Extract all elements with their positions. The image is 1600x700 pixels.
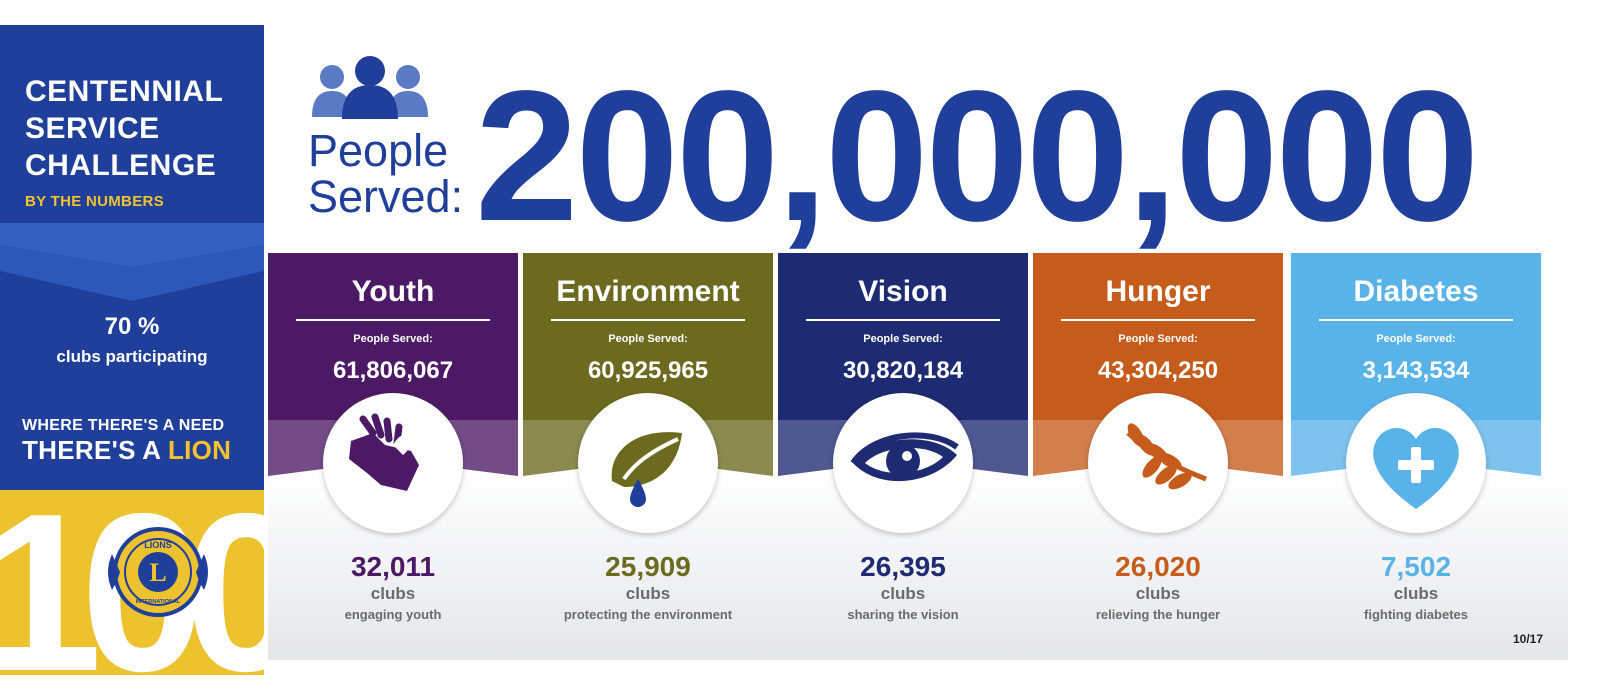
- clubs-count: 25,909: [605, 551, 691, 582]
- total-people-served: 200,000,000: [475, 53, 1479, 260]
- category-icon-circle: [578, 393, 718, 533]
- people-served-value: 3,143,534: [1362, 357, 1470, 384]
- sidebar-panel: CENTENNIAL SERVICE CHALLENGE BY THE NUMB…: [0, 25, 264, 675]
- clubs-word: clubs: [370, 584, 416, 603]
- category-name: Environment: [556, 275, 740, 308]
- people-served-value: 60,925,965: [587, 357, 709, 384]
- leaf-drop-icon: [611, 432, 682, 507]
- people-served-caption: People Served:: [1118, 333, 1198, 345]
- category-name: Hunger: [1105, 275, 1211, 308]
- people-group-icon: [312, 56, 428, 119]
- people-served-caption: People Served:: [863, 333, 943, 345]
- anniversary-100-graphic: 100 L LIONS INTERNATIONAL: [0, 470, 264, 675]
- people-served-caption: People Served:: [608, 333, 688, 345]
- people-served-value: 43,304,250: [1097, 357, 1219, 384]
- category-panel-hunger: Hunger People Served: 43,304,250 26,020 club…: [1033, 253, 1283, 660]
- svg-text:INTERNATIONAL: INTERNATIONAL: [136, 599, 181, 605]
- clubs-description: protecting the environment: [563, 607, 733, 622]
- sidebar-title: CENTENNIAL SERVICE CHALLENGE: [25, 73, 255, 184]
- since-text: SINCE 1917: [33, 540, 48, 623]
- wheat-icon: [1126, 423, 1207, 490]
- people-served-label: People Served:: [308, 128, 463, 220]
- category-divider: [1061, 319, 1255, 321]
- category-panel-vision: Vision People Served: 30,820,184 26,395 club…: [778, 253, 1028, 660]
- eye-icon: [850, 432, 959, 482]
- slogan-prefix: THERE'S A: [22, 435, 168, 465]
- category-panel-youth: Youth People Served: 61,806,067 32,011 clubs…: [268, 253, 518, 660]
- heart-plus-icon: [1373, 427, 1459, 509]
- category-icon-circle: [323, 393, 463, 533]
- people-served-value: 30,820,184: [842, 357, 964, 384]
- sidebar-title-line: CHALLENGE: [25, 149, 217, 182]
- people-served-label-line: People: [308, 125, 449, 176]
- clubs-word: clubs: [625, 584, 671, 603]
- slogan-line-2: THERE'S A LION: [22, 435, 231, 466]
- clubs-word: clubs: [1135, 584, 1181, 603]
- slogan-highlight: LION: [167, 435, 232, 465]
- participation-value: 70 %: [104, 313, 160, 340]
- category-name: Diabetes: [1353, 275, 1479, 308]
- category-icon-circle: [833, 393, 973, 533]
- date-stamp: 10/17: [1513, 632, 1544, 646]
- clubs-count: 26,020: [1115, 551, 1201, 582]
- clubs-word: clubs: [880, 584, 926, 603]
- sidebar-subtitle: BY THE NUMBERS: [25, 193, 164, 210]
- category-name: Youth: [351, 275, 435, 308]
- people-served-caption: People Served:: [1376, 333, 1456, 345]
- people-served-label-line: Served:: [308, 171, 464, 222]
- clubs-count: 7,502: [1380, 551, 1452, 582]
- clubs-description: sharing the vision: [847, 607, 959, 622]
- people-served-caption: People Served:: [353, 333, 433, 345]
- participation-label: clubs participating: [56, 347, 208, 366]
- clubs-description: relieving the hunger: [1095, 607, 1221, 622]
- category-divider: [551, 319, 745, 321]
- clubs-count: 32,011: [350, 551, 436, 582]
- hands-icon: [349, 413, 419, 491]
- category-icon-circle: [1346, 393, 1486, 533]
- category-panel-environment: Environment People Served: 60,925,965 25,90…: [523, 253, 773, 660]
- clubs-description: fighting diabetes: [1364, 607, 1468, 622]
- category-divider: [806, 319, 1000, 321]
- category-icon-circle: [1088, 393, 1228, 533]
- clubs-word: clubs: [1393, 584, 1439, 603]
- svg-text:LIONS: LIONS: [144, 540, 172, 550]
- lions-logo-icon: L LIONS INTERNATIONAL: [108, 527, 208, 617]
- sidebar-title-line: CENTENNIAL: [25, 75, 224, 108]
- svg-text:L: L: [149, 558, 166, 587]
- sidebar-title-line: SERVICE: [25, 112, 160, 145]
- clubs-description: engaging youth: [344, 607, 442, 622]
- sidebar-chevron-band: [0, 223, 264, 301]
- clubs-count: 26,395: [860, 551, 946, 582]
- category-panel-diabetes: Diabetes People Served: 3,143,534 7,502 club…: [1291, 253, 1541, 660]
- category-divider: [1319, 319, 1513, 321]
- slogan-line-1: WHERE THERE'S A NEED: [22, 417, 225, 434]
- category-name: Vision: [858, 275, 948, 308]
- people-served-value: 61,806,067: [332, 357, 454, 384]
- category-divider: [296, 319, 490, 321]
